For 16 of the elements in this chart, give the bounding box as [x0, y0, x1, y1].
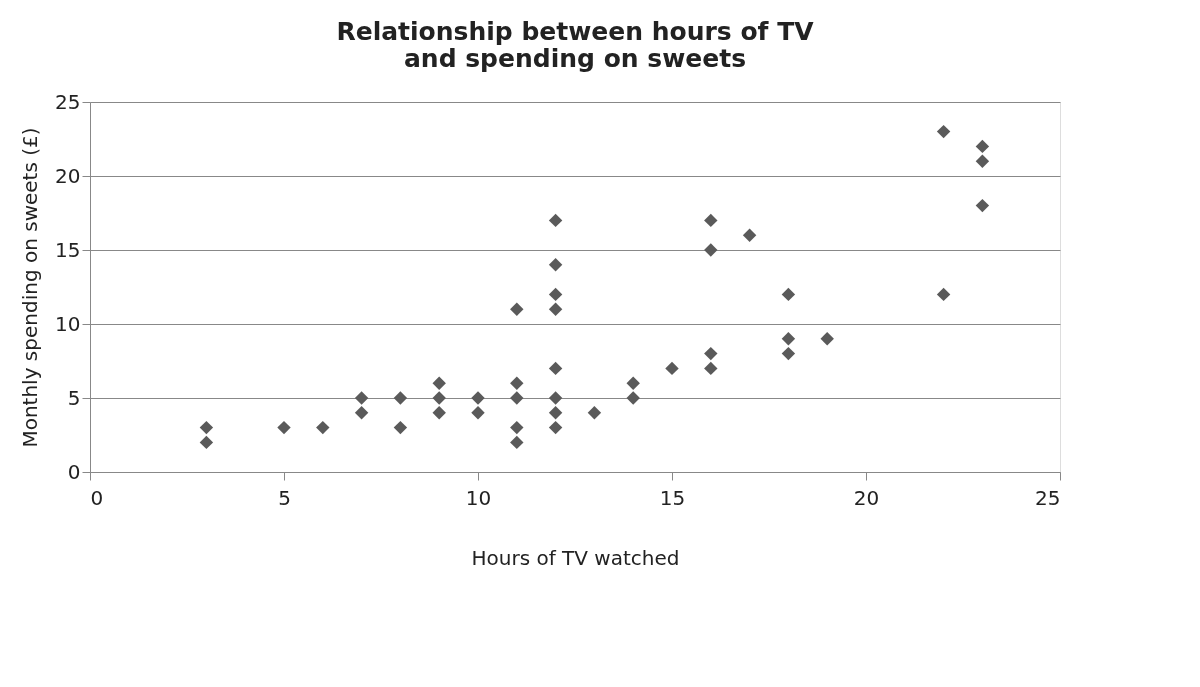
x-tick-label: 10 — [465, 485, 492, 510]
y-tick-label: 0 — [67, 459, 81, 484]
y-tick-label: 15 — [55, 237, 81, 262]
x-tick-label: 15 — [659, 485, 686, 510]
x-tick-label: 25 — [1035, 485, 1061, 510]
text: Relationship between hours of TV — [336, 17, 814, 46]
text: and spending on sweets — [403, 44, 747, 73]
y-tick-label: 10 — [55, 311, 81, 336]
x-tick-label: 0 — [90, 485, 104, 510]
x-tick-label: 5 — [278, 485, 291, 510]
x-tick-label: 20 — [853, 485, 880, 510]
y-tick-label: 25 — [55, 89, 81, 114]
y-axis-title: Monthly spending on sweets (£) — [18, 127, 43, 448]
y-tick-label: 5 — [67, 385, 81, 410]
x-axis-title: Hours of TV watched — [471, 545, 680, 570]
y-tick-label: 20 — [55, 163, 81, 188]
